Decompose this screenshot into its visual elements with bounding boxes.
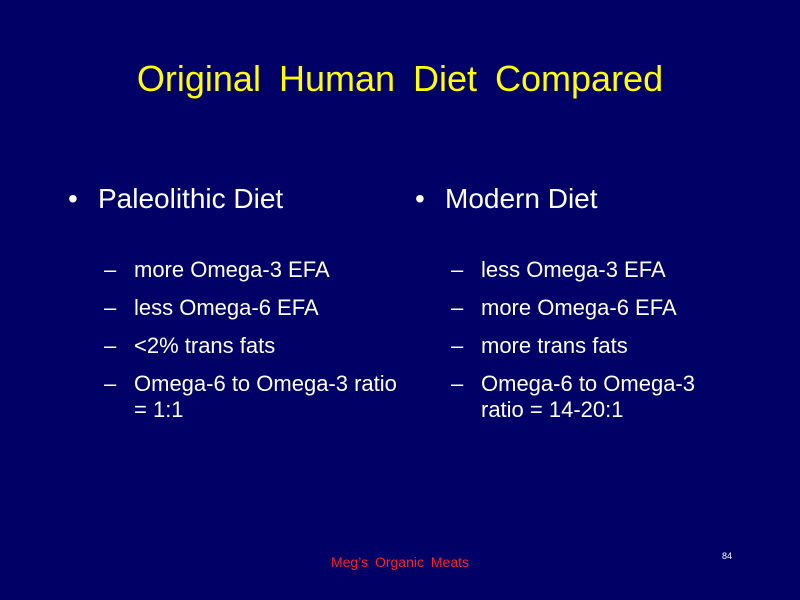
- dash-icon: –: [451, 295, 464, 320]
- modern-column: • Modern Diet – less Omega-3 EFA – more …: [415, 181, 745, 435]
- list-item: – more Omega-3 EFA: [104, 257, 398, 283]
- list-item: – more Omega-6 EFA: [451, 295, 745, 321]
- sub-list: – more Omega-3 EFA – less Omega-6 EFA – …: [104, 257, 398, 423]
- page-number: 84: [721, 551, 732, 561]
- dash-icon: –: [104, 295, 117, 320]
- dash-icon: –: [104, 333, 117, 358]
- sub-list: – less Omega-3 EFA – more Omega-6 EFA – …: [451, 257, 745, 423]
- dash-icon: –: [104, 257, 117, 282]
- item-text: more Omega-3 EFA: [134, 257, 330, 282]
- item-text: less Omega-3 EFA: [481, 257, 666, 282]
- dash-icon: –: [451, 257, 464, 282]
- list-item: – less Omega-3 EFA: [451, 257, 745, 283]
- item-text: more trans fats: [481, 333, 628, 358]
- dash-icon: –: [451, 333, 464, 358]
- item-text: Omega-6 to Omega-3 ratio = 1:1: [134, 371, 397, 422]
- list-item: – more trans fats: [451, 333, 745, 359]
- list-item: – <2% trans fats: [104, 333, 398, 359]
- bullet-icon: •: [68, 183, 78, 214]
- heading-label: Paleolithic Diet: [98, 183, 284, 214]
- paleolithic-column: • Paleolithic Diet – more Omega-3 EFA – …: [68, 181, 398, 435]
- item-text: Omega-6 to Omega-3 ratio = 14-20:1: [481, 371, 695, 422]
- item-text: <2% trans fats: [134, 333, 276, 358]
- footer-text: Meg’s Organic Meats: [330, 554, 469, 570]
- list-item: – Omega-6 to Omega-3 ratio = 1:1: [104, 371, 398, 423]
- list-item: – Omega-6 to Omega-3 ratio = 14-20:1: [451, 371, 711, 423]
- list-item: – less Omega-6 EFA: [104, 295, 398, 321]
- bullet-icon: •: [415, 183, 425, 214]
- column-heading: • Paleolithic Diet: [68, 181, 398, 217]
- slide-title: Original Human Diet Compared: [136, 58, 664, 99]
- dash-icon: –: [451, 371, 464, 396]
- dash-icon: –: [104, 371, 117, 396]
- item-text: less Omega-6 EFA: [134, 295, 319, 320]
- column-heading: • Modern Diet: [415, 181, 745, 217]
- item-text: more Omega-6 EFA: [481, 295, 677, 320]
- heading-label: Modern Diet: [445, 183, 598, 214]
